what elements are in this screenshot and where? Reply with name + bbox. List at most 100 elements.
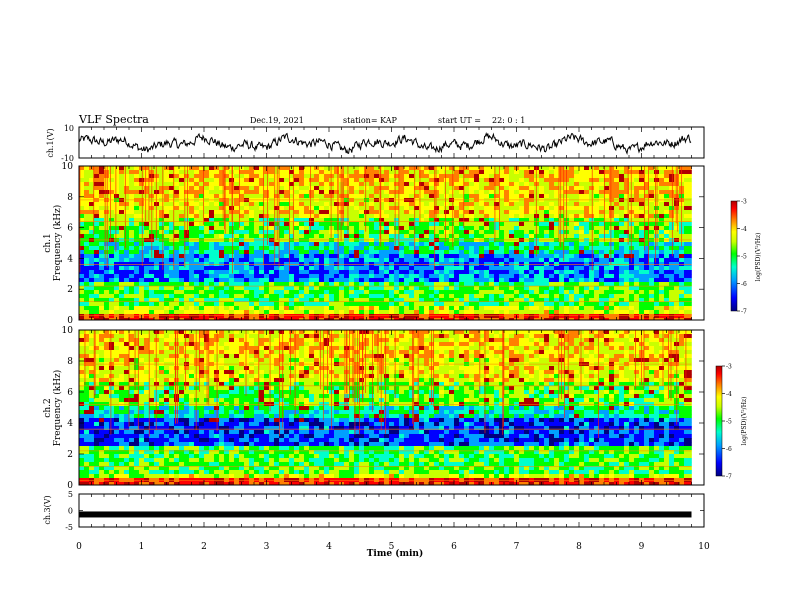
- spectrogram-cell: [574, 202, 580, 207]
- spectrogram-cell: [639, 226, 645, 231]
- spectrogram-cell: [414, 202, 420, 207]
- spectrogram-cell: [224, 294, 230, 299]
- spectrogram-cell: [444, 302, 450, 307]
- spectrogram-cell: [219, 246, 225, 251]
- spectrogram-cell: [124, 230, 130, 235]
- spectrogram-cell: [454, 226, 460, 231]
- spectrogram-cell: [319, 314, 325, 319]
- spectrogram-cell: [504, 250, 510, 255]
- spectrogram-cell: [354, 266, 360, 271]
- spectrogram-cell: [394, 306, 400, 311]
- spectrogram-cell: [539, 306, 545, 311]
- spectrogram-cell: [269, 206, 275, 211]
- spectrogram-cell: [589, 186, 595, 191]
- spectrogram-cell: [684, 222, 692, 227]
- spectrogram-cell: [389, 174, 395, 179]
- spectrogram-cell: [219, 190, 225, 195]
- spectrogram-cell: [244, 210, 250, 215]
- spectrogram-cell: [574, 286, 580, 291]
- spectrogram-cell: [554, 258, 560, 263]
- spectrogram-cell: [84, 278, 90, 283]
- spectrogram-cell: [534, 294, 540, 299]
- spectrogram-cell: [449, 278, 455, 283]
- spectrogram-cell: [584, 318, 590, 321]
- spectrogram-cell: [194, 242, 200, 247]
- spectrogram-cell: [344, 282, 350, 287]
- spectrogram-cell: [124, 246, 130, 251]
- spectrogram-cell: [534, 270, 540, 275]
- spectrogram-cell: [154, 306, 160, 311]
- spectrogram-cell: [619, 254, 625, 259]
- spectrogram-cell: [539, 310, 545, 315]
- spectrogram-cell: [444, 274, 450, 279]
- spectrogram-cell: [294, 222, 300, 227]
- spectrogram-cell: [214, 294, 220, 299]
- spectrogram-cell: [659, 242, 665, 247]
- spectrogram-cell: [194, 294, 200, 299]
- spectrogram-cell: [364, 170, 370, 175]
- spectrogram-cell: [79, 310, 85, 315]
- spectrogram-cell: [109, 214, 115, 219]
- spectrogram-cell: [569, 218, 575, 223]
- spectrogram-cell: [644, 194, 650, 199]
- spectrogram-cell: [584, 246, 590, 251]
- spectrogram-cell: [419, 318, 425, 321]
- spectrogram-cell: [549, 210, 555, 215]
- spectrogram-cell: [469, 250, 475, 255]
- spectrogram-cell: [389, 182, 395, 187]
- spectrogram-cell: [239, 290, 245, 295]
- spectrogram-cell: [514, 178, 520, 183]
- spectrogram-cell: [84, 226, 90, 231]
- spectrogram-cell: [664, 286, 670, 291]
- spectrogram-cell: [89, 202, 95, 207]
- spectrogram-cell: [364, 178, 370, 183]
- spectrogram-cell: [429, 274, 435, 279]
- spectrogram-cell: [659, 166, 665, 171]
- spectrogram-cell: [209, 294, 215, 299]
- spectrogram-cell: [594, 174, 600, 179]
- spectrogram-cell: [159, 230, 165, 235]
- spectrogram-cell: [514, 302, 520, 307]
- spectrogram-cell: [464, 294, 470, 299]
- spectrogram-cell: [679, 262, 685, 267]
- spectrogram-cell: [429, 186, 435, 191]
- spectrogram-cell: [584, 258, 590, 263]
- spectrogram-cell: [474, 250, 480, 255]
- spectrogram-cell: [489, 306, 495, 311]
- spectrogram-cell: [134, 302, 140, 307]
- spectrogram-cell: [454, 270, 460, 275]
- spectrogram-cell: [84, 258, 90, 263]
- spectrogram-cell: [604, 166, 610, 171]
- spectrogram-cell: [249, 194, 255, 199]
- spectrogram-cell: [314, 262, 320, 267]
- spectrogram-cell: [619, 250, 625, 255]
- spectrogram-cell: [84, 274, 90, 279]
- spectrogram-cell: [454, 310, 460, 315]
- spectrogram-cell: [674, 218, 680, 223]
- spectrogram-cell: [494, 210, 500, 215]
- spectrogram-cell: [224, 182, 230, 187]
- spectrogram-cell: [384, 194, 390, 199]
- spectrogram-cell: [629, 178, 635, 183]
- spectrogram-cell: [309, 166, 315, 171]
- spectrogram-cell: [204, 306, 210, 311]
- spectrogram-cell: [649, 246, 655, 251]
- spectrogram-cell: [464, 270, 470, 275]
- spectrogram-cell: [324, 286, 330, 291]
- spectrogram-cell: [314, 278, 320, 283]
- spectrogram-cell: [89, 262, 95, 267]
- spectrogram-cell: [229, 314, 235, 319]
- spectrogram-cell: [184, 318, 190, 321]
- spectrogram-cell: [339, 206, 345, 211]
- spectrogram-cell: [114, 278, 120, 283]
- spectrogram-cell: [469, 302, 475, 307]
- spectrogram-cell: [319, 174, 325, 179]
- spectrogram-cell: [369, 230, 375, 235]
- spectrogram-cell: [174, 318, 180, 321]
- spectrogram-cell: [574, 226, 580, 231]
- spectrogram-cell: [134, 298, 140, 303]
- spectrogram-cell: [529, 262, 535, 267]
- spectrogram-cell: [109, 306, 115, 311]
- spectrogram-cell: [189, 206, 195, 211]
- spectrogram-cell: [124, 206, 130, 211]
